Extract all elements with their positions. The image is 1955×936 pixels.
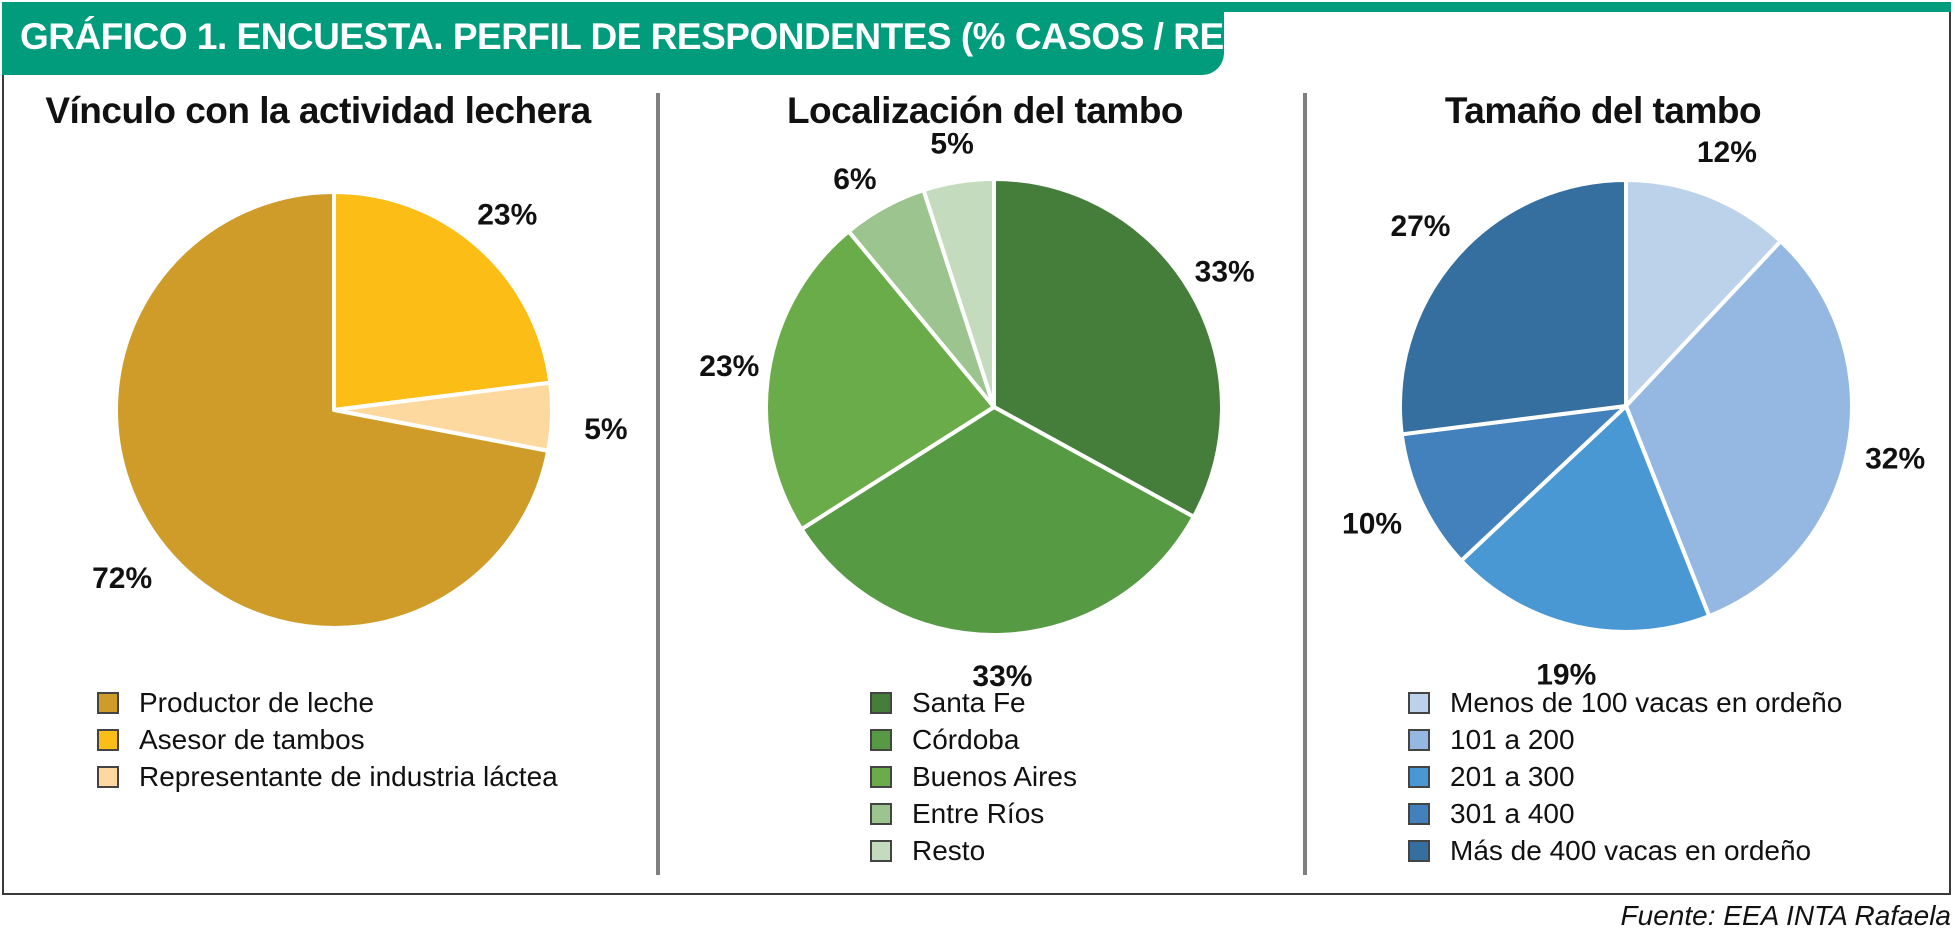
pie-slice-2-0 [1624, 178, 1783, 408]
legend-label: Córdoba [912, 724, 1020, 755]
pie-localizacion: 33% 33% 23% 6% 5% [699, 127, 1254, 693]
panel-title-vinculo: Vínculo con la actividad lechera [45, 90, 591, 131]
data-label-0-0: 72% [92, 562, 152, 595]
legend-label: Santa Fe [912, 687, 1026, 718]
pie-slice-0-1 [332, 190, 553, 412]
legend-label: Buenos Aires [912, 761, 1077, 792]
data-label-2-1: 32% [1865, 442, 1925, 475]
legend-label: 301 a 400 [1450, 798, 1575, 829]
legend-swatch [97, 729, 119, 751]
legend-swatch [1408, 803, 1430, 825]
data-label-1-4: 5% [930, 127, 973, 160]
legend-swatch [1408, 729, 1430, 751]
panel-divider-1 [656, 93, 660, 875]
data-label-2-3: 10% [1342, 508, 1402, 541]
legend-label: Menos de 100 vacas en ordeño [1450, 687, 1843, 718]
pie-slice-1-2 [764, 229, 996, 532]
pie-vinculo: 23% 5% 72% [92, 190, 628, 630]
data-label-1-1: 33% [972, 660, 1032, 693]
pie-slice-2-2 [1459, 404, 1712, 635]
panel-divider-2 [1303, 93, 1307, 875]
data-label-1-2: 23% [699, 350, 759, 383]
legend-swatch [97, 766, 119, 788]
pie-tamano: 12% 32% 19% 10% 27% [1342, 136, 1925, 691]
pie-slice-1-1 [799, 405, 1196, 637]
data-label-1-3: 6% [833, 163, 876, 196]
pie-slice-1-4 [921, 177, 996, 409]
data-label-0-1: 23% [477, 198, 537, 231]
pie-slice-2-3 [1399, 404, 1628, 563]
pie-slice-0-0 [114, 190, 551, 630]
legend-swatch [1408, 692, 1430, 714]
legend-swatch [870, 766, 892, 788]
legend-label: 201 a 300 [1450, 761, 1575, 792]
data-label-2-2: 19% [1536, 658, 1596, 691]
legend-swatch [97, 692, 119, 714]
pie-slice-2-1 [1624, 239, 1855, 619]
legend-label: Productor de leche [139, 687, 375, 718]
data-label-0-2: 5% [584, 413, 627, 446]
panel-title-localizacion: Localización del tambo [786, 90, 1184, 131]
source-note: Fuente: EEA INTA Rafaela [1620, 900, 1951, 931]
legend-swatch [870, 729, 892, 751]
legend-swatch [870, 840, 892, 862]
legend-label: 101 a 200 [1450, 724, 1575, 755]
panel-title-tamano: Tamaño del tambo [1444, 90, 1762, 131]
legend-swatch [870, 692, 892, 714]
legend-label: Asesor de tambos [139, 724, 365, 755]
legend-label: Resto [912, 835, 986, 866]
legend-swatch [1408, 840, 1430, 862]
figure-title: GRÁFICO 1. ENCUESTA. PERFIL DE RESPONDEN… [20, 16, 1429, 57]
legend-label: Más de 400 vacas en ordeño [1450, 835, 1812, 866]
legend-swatch [870, 803, 892, 825]
legend-label: Representante de industria láctea [139, 761, 558, 792]
data-label-2-0: 12% [1697, 136, 1757, 169]
legend-swatch [1408, 766, 1430, 788]
header-banner: GRÁFICO 1. ENCUESTA. PERFIL DE RESPONDEN… [2, 2, 1429, 75]
legend-label: Entre Ríos [912, 798, 1045, 829]
pie-slice-2-4 [1398, 178, 1628, 437]
pie-slice-1-0 [992, 177, 1224, 519]
data-label-2-4: 27% [1390, 210, 1450, 243]
data-label-1-0: 33% [1195, 256, 1255, 289]
